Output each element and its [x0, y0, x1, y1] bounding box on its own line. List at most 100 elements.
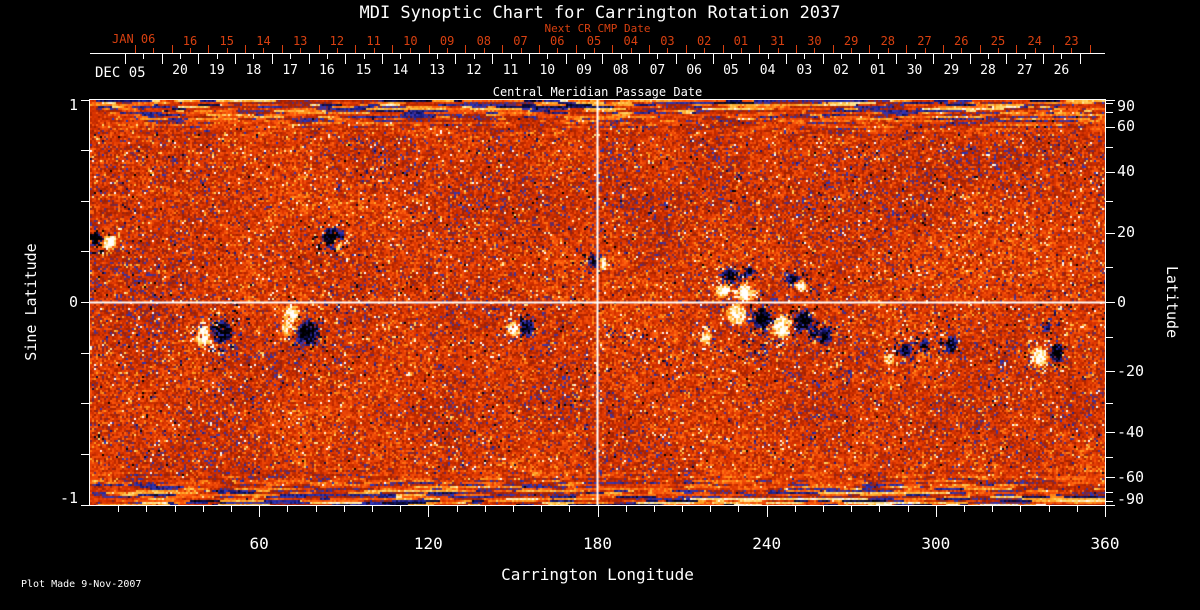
white-axis-minor-tick [363, 54, 365, 59]
red-axis-tick [722, 45, 724, 53]
left-axis-tick [81, 302, 90, 303]
white-axis-day-label: 26 [1053, 63, 1070, 78]
red-axis-tick [612, 45, 614, 53]
bottom-axis-tick [428, 506, 430, 517]
white-axis-minor-tick [914, 54, 916, 59]
bottom-axis-tick-label: 180 [583, 534, 612, 553]
red-axis-day-label: 27 [917, 34, 932, 48]
red-axis-minor-tick [851, 48, 853, 53]
white-axis-day-label: 06 [686, 63, 702, 78]
red-axis-minor-tick [410, 48, 412, 53]
white-axis-minor-tick [877, 54, 879, 59]
red-axis-minor-tick [593, 48, 595, 53]
white-axis-tick [859, 54, 861, 64]
red-axis-day-label: 31 [770, 34, 785, 48]
red-axis-day-label: 05 [586, 34, 602, 48]
white-axis-tick [565, 54, 567, 64]
red-axis-minor-tick [300, 48, 302, 53]
red-axis-minor-tick [483, 48, 485, 53]
white-axis-day-label: 29 [943, 63, 960, 78]
white-axis-minor-tick [1061, 54, 1063, 59]
white-axis-minor-tick [437, 54, 439, 59]
red-axis-minor-tick [226, 48, 228, 53]
right-axis-tick-label: 40 [1117, 162, 1136, 181]
white-axis-minor-tick [804, 54, 806, 59]
red-axis-tick [685, 45, 687, 53]
red-axis-minor-tick [153, 48, 155, 53]
white-axis-tick [418, 54, 420, 64]
magnetogram-image [90, 100, 1105, 505]
red-axis-day-label: 14 [256, 34, 271, 48]
red-axis-minor-tick [1034, 48, 1036, 53]
white-axis-day-label: 28 [980, 63, 996, 78]
white-axis-tick [712, 54, 714, 64]
bottom-axis-tick-label: 360 [1090, 534, 1120, 553]
bottom-axis-tick [174, 506, 176, 512]
white-axis-day-label: 17 [282, 63, 298, 78]
white-axis-day-label: 05 [723, 63, 739, 78]
right-axis-tick [1106, 266, 1113, 268]
red-axis-minor-tick [630, 48, 632, 53]
white-axis-minor-tick [216, 54, 218, 59]
white-axis-tick [271, 54, 273, 64]
red-axis-tick [502, 45, 504, 53]
white-axis-minor-tick [730, 54, 732, 59]
white-axis-minor-tick [841, 54, 843, 59]
white-axis-tick [822, 54, 824, 64]
red-axis-day-label: 26 [954, 34, 969, 48]
white-axis-day-label: 12 [465, 63, 482, 78]
red-axis-tick [906, 45, 908, 53]
white-month-year-label: DEC 05 [95, 65, 146, 81]
red-axis-tick [1053, 45, 1055, 53]
bottom-axis-tick [625, 506, 627, 512]
white-axis-minor-tick [400, 54, 402, 59]
bottom-axis-tick [907, 506, 909, 512]
right-axis-tick-label: 90 [1117, 97, 1136, 115]
red-axis-tick [245, 45, 247, 53]
white-axis-tick [345, 54, 347, 64]
left-axis-tick-label: 0 [68, 292, 78, 311]
white-axis-day-label: 09 [576, 63, 592, 78]
white-axis-tick [381, 54, 383, 64]
red-axis-day-label: 03 [660, 34, 675, 48]
right-axis-tick [1106, 492, 1113, 494]
white-axis-tick [455, 54, 457, 64]
bottom-axis-tick [964, 506, 966, 512]
white-axis-minor-tick [694, 54, 696, 59]
bottom-axis-tick [653, 506, 655, 512]
red-axis-minor-tick [887, 48, 889, 53]
red-axis-minor-tick [667, 48, 669, 53]
right-axis-title: Latitude [1163, 265, 1181, 339]
red-axis-tick [575, 45, 577, 53]
right-axis-tick [1106, 171, 1115, 173]
right-axis-tick [1106, 126, 1115, 128]
right-axis-tick-label: -20 [1117, 361, 1145, 380]
red-axis-minor-tick [190, 48, 191, 53]
left-axis-tick [81, 403, 90, 405]
bottom-axis-tick [484, 506, 486, 512]
bottom-axis-tick [1020, 506, 1022, 512]
right-axis-tick-label: 60 [1117, 117, 1136, 136]
white-axis-day-label: 20 [172, 63, 188, 78]
white-axis-minor-tick [326, 54, 328, 59]
bottom-axis-tick [879, 506, 881, 512]
white-axis-minor-tick [180, 54, 181, 59]
bottom-axis-tick [851, 506, 853, 512]
red-axis-day-label: 12 [329, 34, 345, 48]
white-axis-minor-tick [253, 54, 255, 59]
red-axis-day-label: 07 [513, 34, 528, 48]
white-axis-tick [492, 54, 494, 64]
red-axis-day-label: 11 [366, 34, 381, 48]
bottom-axis-tick [259, 506, 261, 517]
right-axis-tick [1106, 504, 1115, 506]
white-axis-minor-tick [1024, 54, 1026, 59]
red-axis-day-label: 28 [880, 34, 896, 48]
white-axis-minor-tick [951, 54, 953, 59]
white-axis-tick [235, 54, 237, 64]
left-axis-tick [81, 453, 90, 455]
white-axis-tick [639, 54, 641, 64]
red-axis-day-label: 08 [476, 34, 492, 48]
red-axis-day-label: 06 [550, 34, 565, 48]
red-axis-tick [832, 45, 834, 53]
white-axis-minor-tick [510, 54, 512, 59]
